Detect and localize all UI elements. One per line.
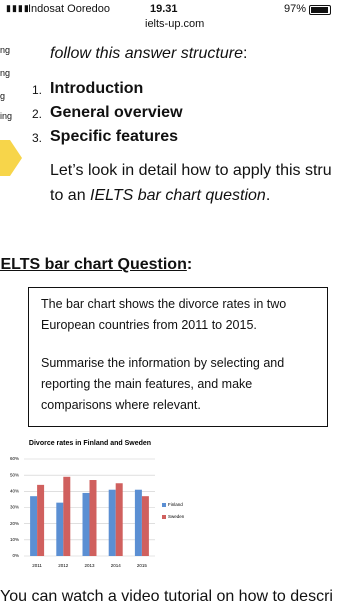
sidebar-item[interactable]: ing — [0, 111, 13, 121]
y-tick-label: 30% — [10, 505, 19, 510]
y-tick-label: 20% — [10, 521, 19, 526]
list-item: Specific features — [50, 128, 179, 145]
carrier: Indosat Ooredoo — [28, 3, 110, 15]
x-tick-label: 2013 — [84, 563, 95, 568]
task-line: comparisons where relevant. — [41, 398, 201, 412]
clock: 19.31 — [150, 3, 178, 15]
url[interactable]: ielts-up.com — [145, 18, 205, 30]
task-box: The bar chart shows the divorce rates in… — [28, 287, 328, 427]
chart: Divorce rates in Finland and Sweden 0% 10… — [10, 440, 185, 568]
bar — [63, 476, 71, 556]
list-number: 3. — [32, 131, 43, 145]
bar — [82, 492, 90, 556]
heading: IELTS bar chart Question: — [0, 256, 192, 274]
chart-title: Divorce rates in Finland and Sweden — [29, 440, 151, 447]
legend-label: Sweden — [168, 514, 185, 519]
legend-swatch — [162, 515, 166, 519]
y-tick-label: 10% — [10, 537, 19, 542]
x-tick-label: 2012 — [58, 563, 69, 568]
y-tick-label: 0% — [12, 553, 19, 558]
arrow-icon — [0, 140, 22, 176]
list-number: 1. — [32, 83, 43, 97]
emphasis: IELTS bar chart question — [90, 187, 266, 204]
list-item: Introduction — [50, 80, 144, 97]
y-tick-label: 60% — [10, 456, 19, 461]
legend-label: Finland — [168, 502, 183, 507]
signal-icon: ▮▮▮▮ — [6, 3, 30, 13]
bar — [89, 480, 97, 556]
x-tick-label: 2014 — [111, 563, 122, 568]
heading-suffix: : — [186, 256, 193, 273]
list-item: General overview — [50, 104, 183, 121]
battery-icon — [309, 5, 331, 15]
heading-text: IELTS bar chart Question — [0, 256, 187, 273]
legend-swatch — [162, 503, 166, 507]
footer-text: You can watch a video tutorial on how to… — [0, 588, 333, 605]
sidebar-item[interactable]: ng — [0, 68, 11, 78]
task-line: European countries from 2011 to 2015. — [41, 318, 257, 332]
y-tick-label: 50% — [10, 472, 19, 477]
task-line: reporting the main features, and make — [41, 377, 253, 391]
bar — [115, 483, 123, 556]
bar — [56, 502, 64, 556]
bar — [37, 484, 45, 556]
bar — [134, 489, 142, 556]
intro-suffix: : — [242, 45, 248, 62]
y-tick-label: 40% — [10, 489, 19, 494]
x-tick-label: 2011 — [32, 563, 42, 568]
paragraph-line: Let’s look in detail how to apply this s… — [50, 162, 332, 179]
paragraph-line: to an IELTS bar chart question. — [50, 187, 270, 205]
sidebar-item[interactable]: ng — [0, 45, 11, 55]
bar — [108, 489, 116, 556]
intro: follow this answer structure: — [50, 45, 247, 63]
task-line: Summarise the information by selecting a… — [41, 356, 285, 370]
sidebar-item[interactable]: g — [0, 91, 6, 101]
battery-level: 97% — [284, 3, 307, 15]
intro-text: follow this answer structure — [50, 45, 243, 62]
text: . — [265, 187, 271, 204]
list-number: 2. — [32, 107, 43, 121]
bar — [30, 496, 38, 556]
task-line: The bar chart shows the divorce rates in… — [41, 297, 287, 311]
bar — [141, 496, 149, 556]
text: to an — [50, 187, 91, 204]
x-tick-label: 2015 — [137, 563, 148, 568]
